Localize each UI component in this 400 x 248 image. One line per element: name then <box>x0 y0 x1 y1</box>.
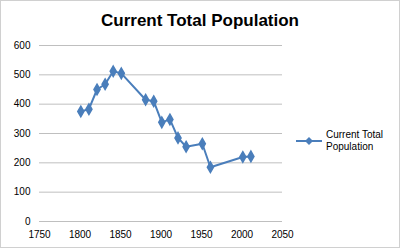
svg-text:1900: 1900 <box>150 229 173 240</box>
svg-text:1950: 1950 <box>190 229 213 240</box>
svg-text:1850: 1850 <box>109 229 132 240</box>
svg-text:500: 500 <box>14 69 31 80</box>
svg-text:0: 0 <box>25 216 31 227</box>
svg-text:1750: 1750 <box>28 229 51 240</box>
svg-text:1800: 1800 <box>69 229 92 240</box>
svg-text:200: 200 <box>14 157 31 168</box>
html-text:Current Total Population: Current Total Population <box>326 129 384 152</box>
svg-text:600: 600 <box>14 40 31 51</box>
html-text:Current Total Population: Current Total Population <box>101 11 299 30</box>
svg-text:2050: 2050 <box>271 229 294 240</box>
svg-text:400: 400 <box>14 98 31 109</box>
svg-text:300: 300 <box>14 128 31 139</box>
svg-text:2000: 2000 <box>231 229 254 240</box>
svg-text:100: 100 <box>14 186 31 197</box>
